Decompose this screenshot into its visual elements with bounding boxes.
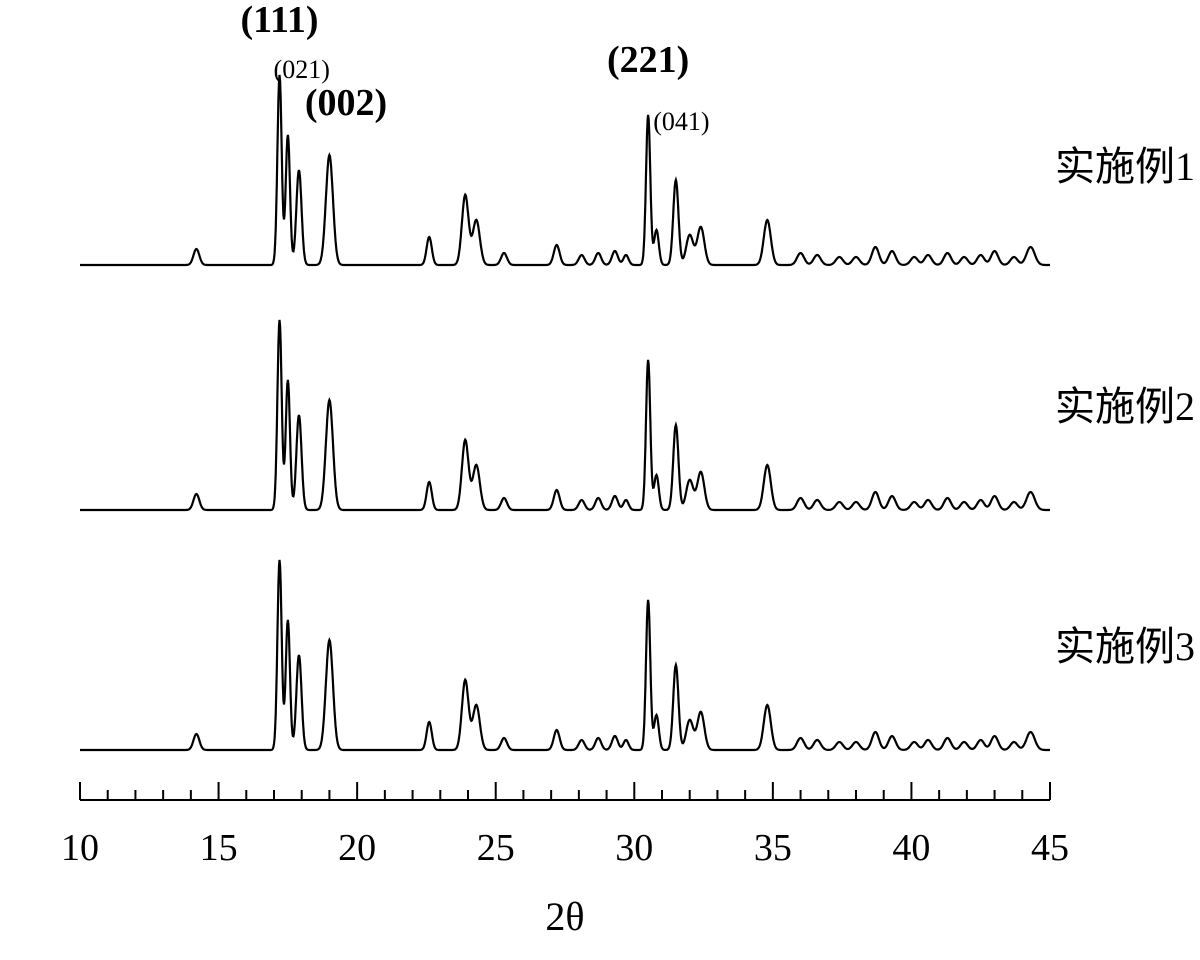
xrd-trace [80,560,1050,750]
tick-label: 40 [892,827,930,869]
peak-label: (002) [305,82,387,124]
tick-label: 45 [1031,827,1069,869]
tick-label: 20 [338,827,376,869]
xrd-figure: 实施例1 实施例2 实施例3 (111) (021)(002) (221) (041) 10 1… [0,0,1200,960]
xrd-trace [80,75,1050,265]
xrd-trace [80,320,1050,510]
peak-label: (111) [240,0,318,41]
tick-label: 25 [477,827,515,869]
series-label: 实施例1 [1055,144,1195,189]
peak-label: (221) [607,39,689,81]
tick-label: 15 [200,827,238,869]
tick-label: 35 [754,827,792,869]
tick-label: 30 [615,827,653,869]
tick-label: 10 [61,827,99,869]
peak-label: (021) [274,55,330,84]
series-label: 实施例3 [1055,624,1195,669]
x-axis-label: 2θ [545,894,584,939]
peak-label: (041) [653,107,709,136]
series-label: 实施例2 [1055,384,1195,429]
